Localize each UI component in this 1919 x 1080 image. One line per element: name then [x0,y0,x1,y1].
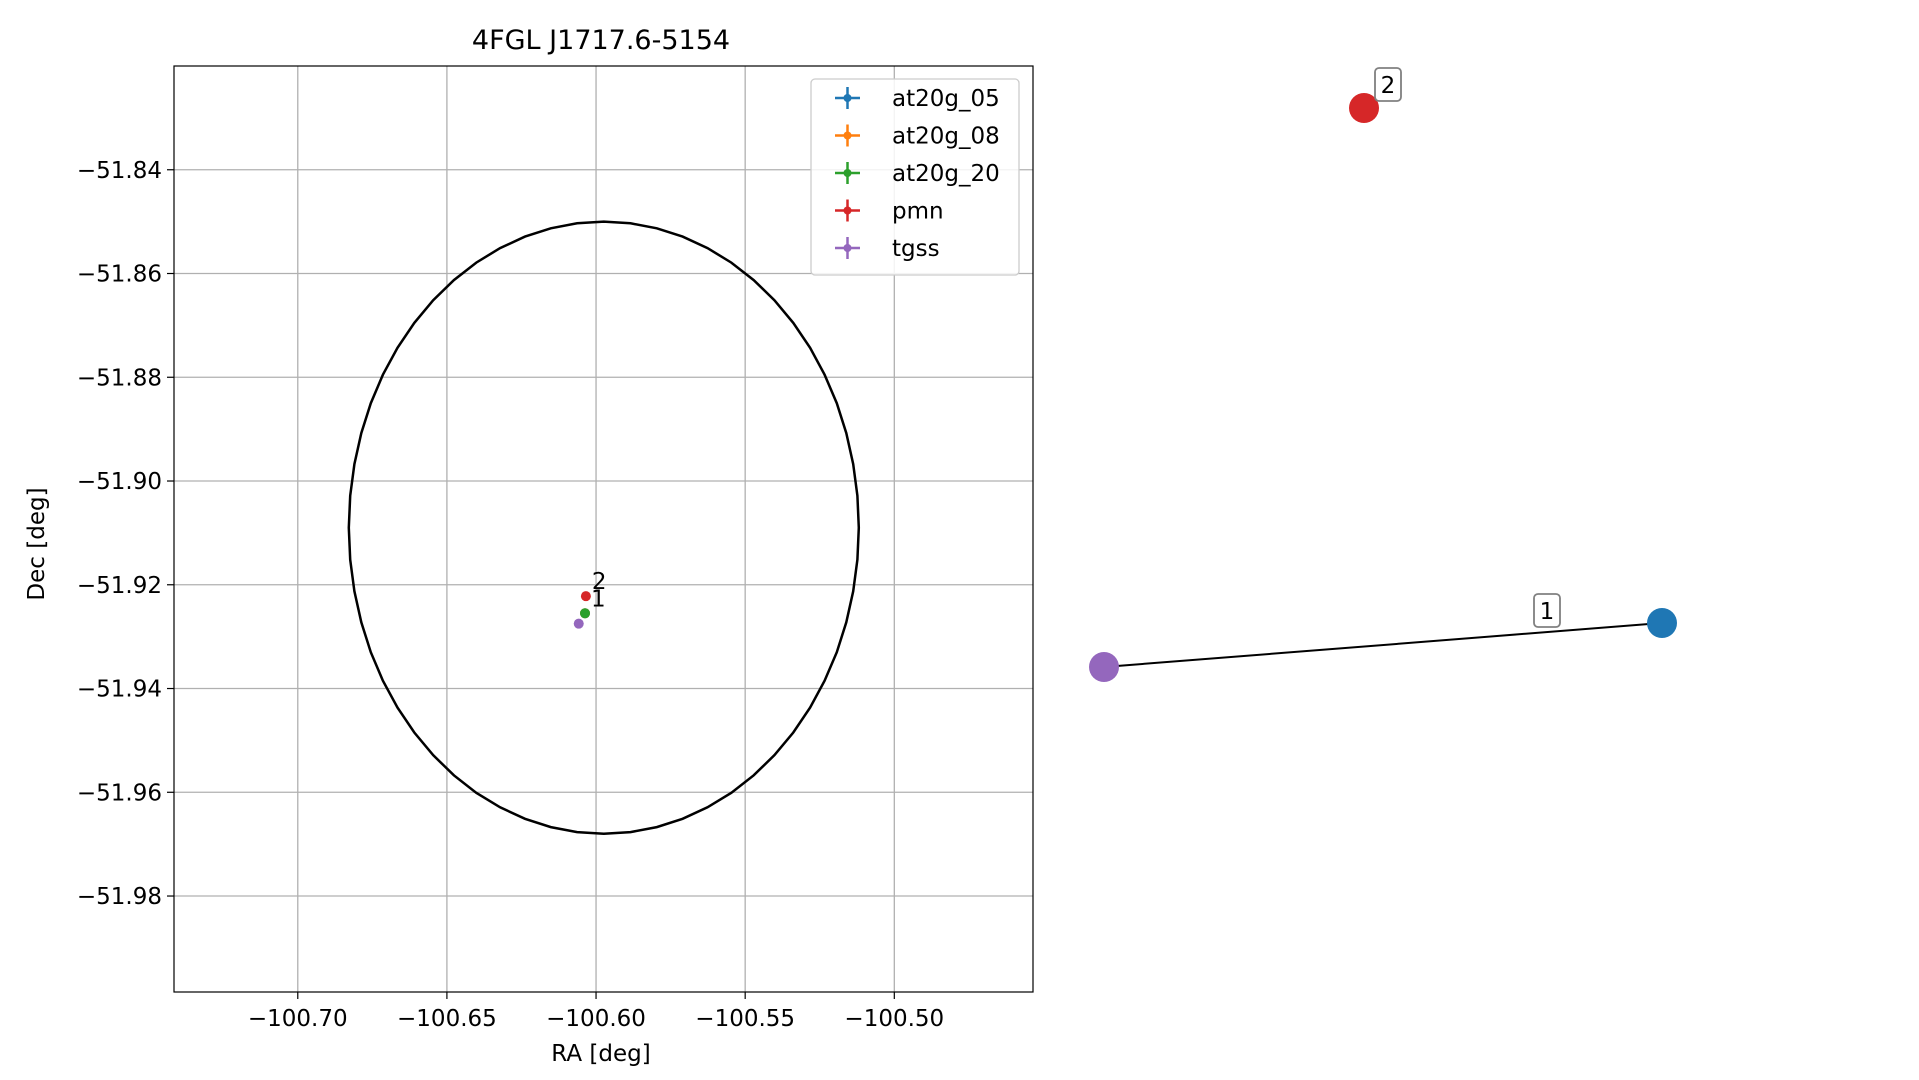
plot-frame [173,65,1034,993]
legend-marker [843,169,852,177]
x-tick-label: −100.55 [695,1006,795,1032]
legend-entry: at20g_05 [835,86,1000,112]
legend-entry: pmn [835,199,944,225]
x-tick-label: −100.70 [248,1006,348,1032]
legend-marker [843,206,852,215]
legend-label: pmn [892,199,944,225]
point-at20g_20 [580,608,591,619]
legend-marker [843,244,852,252]
match-graph: 1 2 [1089,67,1677,682]
chart-title: 4FGL J1717.6-5154 [472,25,730,56]
node-label: 2 [1381,73,1396,99]
graph-node-at20g [1647,608,1677,638]
point-annotation: 2 [592,569,607,595]
legend-entry: tgss [835,236,940,262]
data-points [573,591,591,629]
x-axis-ticks: −100.70 −100.65 −100.60 −100.55 −100.50 [248,992,944,1032]
point-annotations: 21 [591,569,607,612]
legend-label: at20g_20 [892,161,1000,187]
y-tick-label: −51.96 [77,780,162,806]
grid [174,66,1033,992]
y-tick-label: −51.88 [77,365,162,391]
graph-node-tgss [1089,652,1119,682]
edge-label: 1 [1540,599,1555,625]
x-axis-label: RA [deg] [551,1041,650,1067]
legend-label: tgss [892,236,940,262]
legend-entry: at20g_08 [835,124,1000,150]
x-tick-label: −100.60 [546,1006,646,1032]
legend-label: at20g_05 [892,86,1000,112]
edge-label-box: 1 [1533,593,1561,628]
x-tick-label: −100.65 [397,1006,497,1032]
point-pmn [580,591,591,602]
y-axis-ticks: −51.84 −51.86 −51.88 −51.90 −51.92 −51.94 −51.… [77,158,174,910]
legend-label: at20g_08 [892,124,1000,150]
point-annotation: 1 [591,586,606,612]
legend-entry: at20g_20 [835,161,1000,187]
legend-marker [843,94,852,102]
x-tick-label: −100.50 [844,1006,944,1032]
y-axis-label: Dec [deg] [24,487,50,600]
y-tick-label: −51.98 [77,884,162,910]
y-tick-label: −51.90 [77,469,162,495]
node-label-box: 2 [1374,67,1402,102]
graph-node-pmn [1349,93,1379,123]
graph-edge [1103,622,1663,668]
point-tgss [573,618,584,629]
confidence-ellipse [347,220,861,836]
y-tick-label: −51.92 [77,573,162,599]
scatter-plot: 21 −100.70 −100.65 −100.60 −100.55 −100.50 −… [24,25,1034,1067]
y-tick-label: −51.84 [77,158,162,184]
y-tick-label: −51.94 [77,677,162,703]
legend-marker [843,131,852,140]
legend-box [810,78,1020,276]
y-tick-label: −51.86 [77,262,162,288]
